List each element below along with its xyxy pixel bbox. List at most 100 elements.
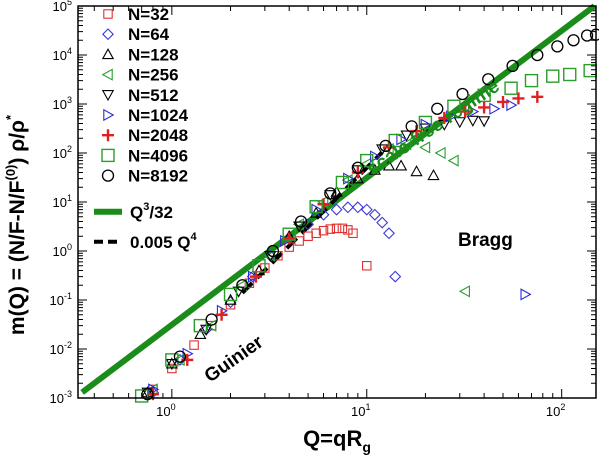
- legend: N=32N=64N=128 N=256N=512N=1024N=2048N=409…: [94, 5, 198, 252]
- legend-line-sup: 4: [191, 231, 198, 243]
- data-point-s8: [294, 215, 308, 228]
- y-tick-exp: 1: [67, 193, 72, 203]
- data-point-s8: [551, 40, 564, 53]
- legend-label-3: N=256: [128, 66, 179, 85]
- legend-line-base: 0.005 Q: [130, 233, 191, 252]
- data-point-s3: [434, 146, 446, 160]
- data-point-s8: [431, 102, 444, 115]
- legend-label-5: N=1024: [128, 106, 189, 125]
- y-tick-label: 104: [53, 46, 72, 63]
- data-point-s6: [351, 166, 364, 179]
- data-point-s1: [389, 270, 402, 283]
- y-axis-title-part1: m(Q) = (N/F-N/F: [6, 180, 29, 335]
- data-point-s8: [351, 161, 364, 174]
- y-tick-exp: -3: [64, 389, 72, 399]
- data-point-s1: [341, 201, 354, 214]
- x-tick-base: 10: [546, 404, 560, 419]
- y-tick-label: 101: [53, 193, 72, 210]
- y-tick-exp: 4: [67, 46, 72, 56]
- data-point-s7: [546, 69, 560, 83]
- data-point-s4: [351, 165, 364, 177]
- legend-marker-0: [103, 9, 113, 19]
- y-tick-label: 10-3: [50, 389, 72, 406]
- data-point-s6: [317, 198, 330, 211]
- x-tick-base: 10: [156, 404, 170, 419]
- data-point-s6: [478, 101, 491, 114]
- data-point-s0: [325, 224, 336, 234]
- legend-marker-6: [102, 129, 114, 142]
- data-point-s2: [427, 169, 440, 181]
- data-point-s6: [283, 232, 296, 245]
- data-point-s4: [165, 359, 178, 371]
- legend-marker-2: [101, 48, 115, 60]
- data-point-s3: [341, 173, 353, 187]
- data-point-s8: [324, 187, 337, 200]
- data-point-s7: [524, 73, 539, 88]
- data-point-s2: [368, 163, 381, 175]
- x-tick-exp: 0: [171, 402, 176, 412]
- data-points: [134, 28, 599, 403]
- legend-line-label-1: 0.005 Q4: [130, 231, 198, 252]
- y-axis-title: m(Q) = (N/F-N/F(0)) ρ/ρ*: [3, 114, 29, 335]
- legend-line-base: Q: [130, 203, 143, 222]
- data-point-s5: [370, 150, 382, 163]
- data-point-s6: [512, 92, 525, 105]
- data-point-s4: [376, 144, 389, 156]
- data-point-s2: [330, 185, 343, 197]
- data-point-s4: [324, 190, 337, 202]
- data-point-s7: [360, 153, 374, 168]
- legend-marker-7: [101, 148, 115, 163]
- y-tick-exp: 2: [67, 144, 72, 154]
- data-point-s8: [205, 313, 218, 326]
- x-axis-title-sub: g: [362, 439, 371, 455]
- legend-marker-4: [101, 90, 115, 102]
- y-tick-base: 10: [53, 97, 67, 112]
- y-tick-exp: -1: [64, 291, 72, 301]
- data-point-s8: [482, 73, 495, 86]
- legend-label-6: N=2048: [128, 126, 188, 145]
- legend-line-tail: /32: [149, 203, 173, 222]
- data-point-s4: [453, 117, 466, 129]
- data-point-s6: [181, 353, 194, 366]
- data-point-s7: [252, 259, 266, 273]
- legend-marker-1: [102, 28, 114, 41]
- y-tick-base: 10: [53, 48, 67, 63]
- y-tick-label: 10-1: [50, 291, 72, 308]
- y-tick-label: 10-2: [50, 340, 72, 357]
- data-point-s7: [447, 99, 461, 113]
- data-point-s7: [309, 200, 323, 214]
- data-point-s8: [580, 29, 594, 42]
- data-point-s4: [477, 116, 491, 128]
- y-tick-label: 102: [53, 144, 72, 161]
- data-point-s2: [410, 165, 423, 177]
- data-point-s2: [394, 159, 408, 171]
- y-tick-exp: 3: [67, 95, 72, 105]
- data-point-s7: [165, 353, 179, 367]
- data-point-s0: [348, 228, 358, 239]
- data-point-s8: [141, 387, 154, 401]
- legend-label-2: N=128: [128, 45, 179, 64]
- y-tick-exp: -2: [64, 340, 72, 350]
- legend-line-sup: 3: [143, 201, 149, 213]
- data-point-s7: [193, 318, 208, 333]
- data-point-s0: [331, 223, 342, 234]
- annotation-guinier: Guinier: [201, 331, 268, 387]
- x-tick-exp: 1: [365, 402, 370, 412]
- data-point-s1: [382, 227, 395, 240]
- y-tick-base: 10: [50, 293, 64, 308]
- data-point-s0: [362, 261, 372, 271]
- data-point-s5: [446, 110, 458, 123]
- data-point-s4: [400, 130, 413, 142]
- data-point-s8: [379, 139, 392, 152]
- data-point-s0: [343, 225, 353, 235]
- y-axis-title-sup2: *: [3, 114, 18, 120]
- y-tick-base: 10: [50, 391, 64, 406]
- data-point-s2: [351, 172, 364, 184]
- data-point-s2: [252, 264, 266, 276]
- data-point-s3: [447, 154, 459, 167]
- y-tick-base: 10: [53, 195, 67, 210]
- data-point-s0: [318, 225, 329, 236]
- data-point-s7: [282, 227, 296, 241]
- y-tick-base: 10: [53, 146, 67, 161]
